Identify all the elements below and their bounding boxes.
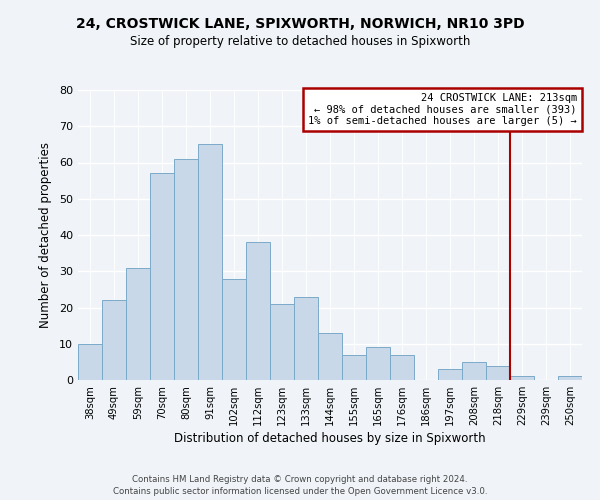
Bar <box>558 376 582 380</box>
Text: Contains HM Land Registry data © Crown copyright and database right 2024.: Contains HM Land Registry data © Crown c… <box>132 476 468 484</box>
Bar <box>174 159 198 380</box>
Bar <box>294 296 318 380</box>
Bar <box>246 242 270 380</box>
Bar <box>462 362 486 380</box>
Bar <box>486 366 510 380</box>
Text: Contains public sector information licensed under the Open Government Licence v3: Contains public sector information licen… <box>113 486 487 496</box>
Bar <box>270 304 294 380</box>
Bar <box>342 354 366 380</box>
Bar <box>198 144 222 380</box>
Bar <box>390 354 414 380</box>
Bar <box>150 174 174 380</box>
Bar <box>222 278 246 380</box>
Text: 24 CROSTWICK LANE: 213sqm
← 98% of detached houses are smaller (393)
1% of semi-: 24 CROSTWICK LANE: 213sqm ← 98% of detac… <box>308 93 577 126</box>
Bar <box>510 376 534 380</box>
Bar <box>78 344 102 380</box>
Text: Size of property relative to detached houses in Spixworth: Size of property relative to detached ho… <box>130 35 470 48</box>
Text: 24, CROSTWICK LANE, SPIXWORTH, NORWICH, NR10 3PD: 24, CROSTWICK LANE, SPIXWORTH, NORWICH, … <box>76 18 524 32</box>
Bar <box>366 348 390 380</box>
X-axis label: Distribution of detached houses by size in Spixworth: Distribution of detached houses by size … <box>174 432 486 445</box>
Bar <box>126 268 150 380</box>
Y-axis label: Number of detached properties: Number of detached properties <box>39 142 52 328</box>
Bar <box>318 333 342 380</box>
Bar <box>102 300 126 380</box>
Bar <box>438 369 462 380</box>
